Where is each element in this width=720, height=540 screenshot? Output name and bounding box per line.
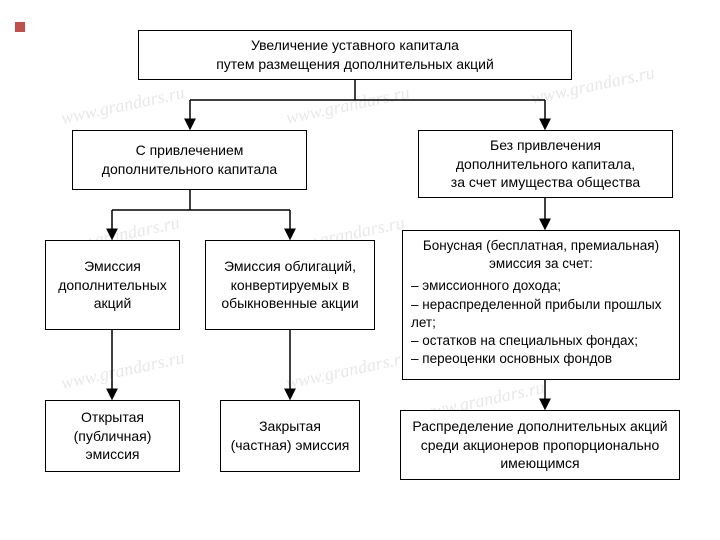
- node-top-line2: путем размещения дополнительных акций: [147, 55, 563, 74]
- node-left2a: Эмиссия дополнительных акций: [45, 240, 180, 330]
- node-right2-b4: – переоценки основных фондов: [411, 350, 671, 368]
- node-top: Увеличение уставного капитала путем разм…: [138, 30, 572, 80]
- node-right1: Без привлечения дополнительного капитала…: [418, 130, 673, 198]
- slide-bullet-icon: [15, 22, 25, 32]
- watermark: www.grandars.ru: [284, 82, 411, 129]
- node-right3: Распределение дополнительных акций среди…: [400, 410, 680, 480]
- node-right1-l1: Без привлечения: [427, 136, 664, 155]
- node-right1-l3: за счет имущества общества: [427, 173, 664, 192]
- node-right2: Бонусная (бесплатная, премиальная) эмисс…: [402, 230, 680, 380]
- node-right2-title: Бонусная (бесплатная, премиальная) эмисс…: [411, 237, 671, 273]
- node-top-line1: Увеличение уставного капитала: [147, 36, 563, 55]
- node-left3a: Открытая (публичная) эмиссия: [45, 400, 180, 472]
- watermark: www.grandars.ru: [59, 82, 186, 129]
- watermark: www.grandars.ru: [284, 347, 411, 394]
- node-left3b: Закрытая (частная) эмиссия: [220, 400, 360, 472]
- watermark: www.grandars.ru: [59, 347, 186, 394]
- node-right1-l2: дополнительного капитала,: [427, 155, 664, 174]
- node-right2-b1: – эмиссионного дохода;: [411, 277, 671, 295]
- node-right2-b2: – нераспределенной прибыли прошлых лет;: [411, 296, 671, 332]
- node-right2-b3: – остатков на специальных фондах;: [411, 332, 671, 350]
- node-left2b: Эмиссия облигаций, конвертируемых в обык…: [205, 240, 375, 330]
- node-left1: С привлечением дополнительного капитала: [72, 130, 307, 190]
